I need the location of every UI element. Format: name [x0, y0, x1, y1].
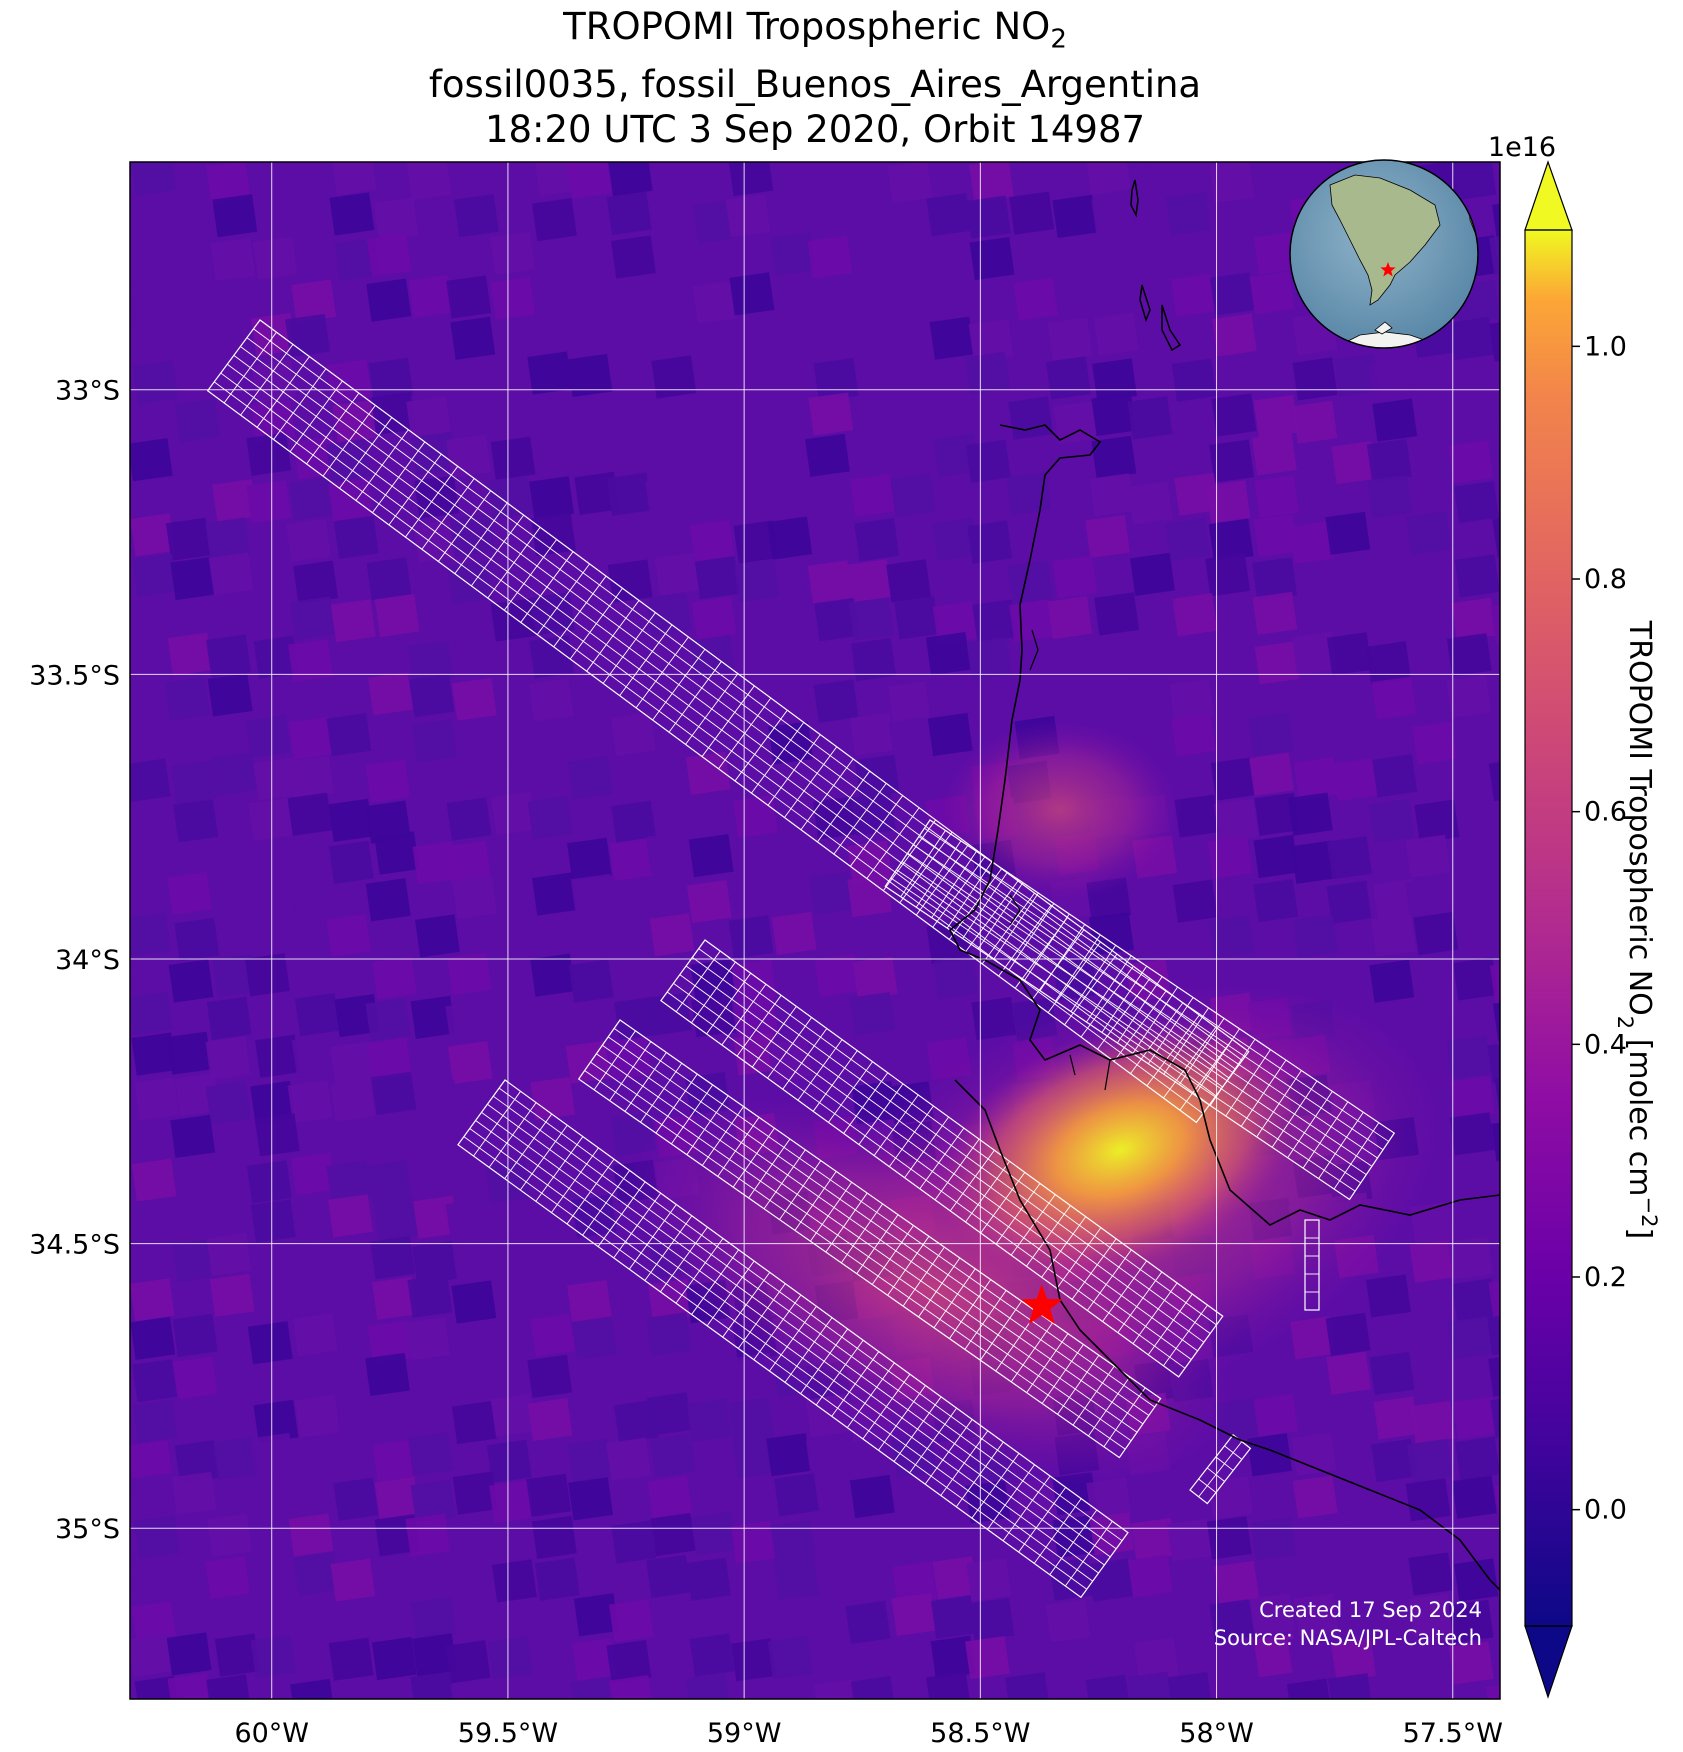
lat-tick-label: 34°S	[55, 945, 120, 976]
lon-tick-label: 58°W	[1179, 1718, 1254, 1749]
target-location-star-icon	[1020, 1284, 1063, 1324]
footprint-swath	[457, 1079, 1129, 1599]
river-delta	[1009, 629, 1111, 1091]
title-line-3: 18:20 UTC 3 Sep 2020, Orbit 14987	[484, 108, 1146, 152]
lat-tick-label: 35°S	[55, 1514, 120, 1545]
colorbar-extend-max	[1524, 160, 1573, 231]
footprint-swath	[884, 819, 1396, 1201]
colorbar-tick-label: 0.2	[1584, 1262, 1627, 1293]
colorbar-ticks: 0.0 0.2 0.4 0.6 0.8 1.0	[1572, 331, 1627, 1526]
lat-tick-label: 33.5°S	[29, 660, 120, 691]
antarctic-peninsula	[1374, 321, 1393, 335]
map-gridlines	[130, 162, 1500, 1699]
created-date-credit: Created 17 Sep 2024	[1259, 1598, 1482, 1622]
globe-target-star-icon	[1380, 262, 1396, 277]
no2-pixel-tiles	[130, 162, 1500, 1699]
lon-tick-label: 59°W	[707, 1718, 782, 1749]
colorbar-extend-min	[1524, 1625, 1573, 1699]
colorbar-tick-label: 0.4	[1584, 1029, 1627, 1060]
inset-globe	[1289, 159, 1479, 349]
colorbar-label: TROPOMI Tropospheric NO2 [molec cm−2]	[1613, 620, 1661, 1239]
south-america-landmass	[1329, 174, 1441, 306]
no2-field	[130, 162, 1500, 1699]
colorbar: 0.0 0.2 0.4 0.6 0.8 1.0 1e16 TROPOMI Troposph…	[1488, 132, 1661, 1699]
source-credit: Source: NASA/JPL-Caltech	[1214, 1626, 1482, 1650]
title-line-1: TROPOMI Tropospheric NO2	[563, 5, 1067, 55]
coastline-south	[954, 1079, 1500, 1591]
lat-tick-label: 33°S	[55, 376, 120, 407]
footprint-swath	[1304, 1219, 1320, 1311]
footprint-swath	[660, 939, 1224, 1378]
lon-tick-label: 58.5°W	[930, 1718, 1030, 1749]
map-frame	[129, 161, 1501, 1700]
coastline	[948, 424, 1500, 1226]
map-title: TROPOMI Tropospheric NO2 fossil0035, fos…	[130, 4, 1500, 152]
colorbar-tick-label: 0.8	[1584, 564, 1627, 595]
island-north	[1130, 179, 1182, 352]
footprint-swath	[577, 1019, 1162, 1459]
footprint-swath	[1189, 1433, 1252, 1505]
lon-tick-label: 57.5°W	[1403, 1718, 1503, 1749]
target-footprint-grids	[206, 319, 1396, 1599]
latitude-tick-labels: 33°S 33.5°S 34°S 34.5°S 35°S	[29, 376, 120, 1546]
antarctica-landmass	[1329, 331, 1441, 348]
colorbar-tick-label: 0.0	[1584, 1495, 1627, 1526]
colorbar-tick-label: 1.0	[1584, 331, 1627, 362]
longitude-tick-labels: 60°W 59.5°W 59°W 58.5°W 58°W 57.5°W	[234, 1718, 1502, 1749]
lat-tick-label: 34.5°S	[29, 1230, 120, 1261]
title-line-2: fossil0035, fossil_Buenos_Aires_Argentin…	[428, 63, 1202, 107]
lon-tick-label: 60°W	[234, 1718, 309, 1749]
lon-tick-label: 59.5°W	[458, 1718, 558, 1749]
colorbar-scale-exponent: 1e16	[1488, 132, 1556, 163]
colorbar-tick-label: 0.6	[1584, 797, 1627, 828]
